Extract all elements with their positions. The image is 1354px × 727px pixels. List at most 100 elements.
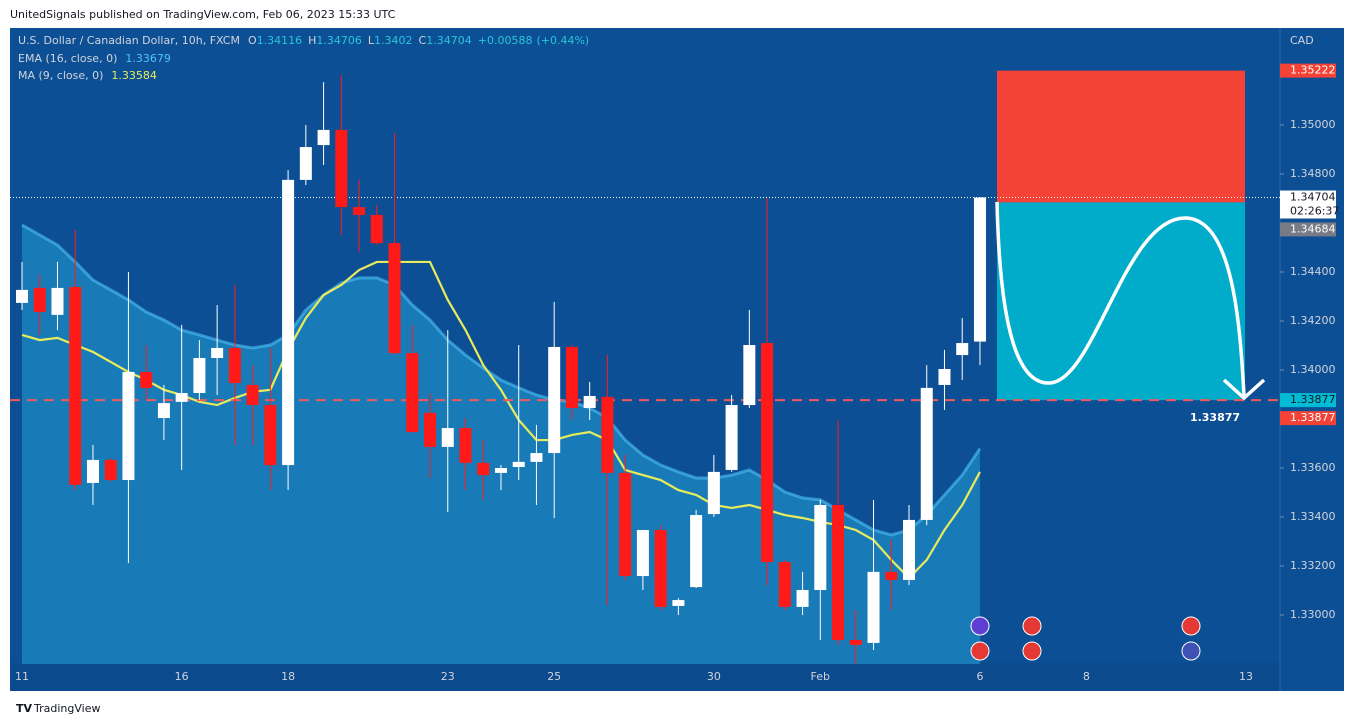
event-icon[interactable]: [1022, 616, 1042, 636]
candle-body: [370, 214, 383, 244]
candle-body: [565, 346, 578, 408]
entry-price-label-box: [1280, 222, 1336, 237]
candle-body: [33, 287, 46, 312]
y-tick-label: 1.34800: [1290, 167, 1336, 180]
last-price-box: [1280, 190, 1336, 219]
candle-body: [424, 412, 437, 447]
y-tick-label: 1.34400: [1290, 265, 1336, 278]
candle-body: [228, 347, 241, 383]
candle-body: [903, 519, 915, 580]
last-price-label: 1.34704: [1290, 191, 1336, 204]
candle-body: [707, 471, 720, 515]
candle-body: [778, 562, 791, 607]
event-icon[interactable]: [1022, 641, 1042, 661]
y-tick-label: 1.33200: [1290, 559, 1336, 572]
y-tick-label: 1.35000: [1290, 118, 1336, 131]
stop-zone: [997, 70, 1245, 203]
candle-body: [796, 590, 809, 607]
ema-area: [22, 224, 980, 664]
candle-body: [761, 343, 774, 563]
candle-body: [743, 345, 756, 406]
candle-body: [459, 428, 472, 463]
candle-body: [973, 197, 986, 342]
candle-body: [601, 396, 614, 473]
ohlc-value: 1.34706: [316, 34, 362, 47]
x-tick-label: 23: [441, 670, 455, 683]
change-value: +0.00588: [478, 34, 533, 47]
candle-body: [211, 347, 224, 358]
legend-symbol-line: U.S. Dollar / Canadian Dollar, 10h, FXCM…: [18, 34, 589, 47]
candle-body: [512, 461, 525, 468]
candle-body: [246, 384, 259, 406]
candle-body: [299, 147, 312, 180]
legend-entry: MA (9, close, 0) 1.33584: [18, 69, 157, 82]
target-line-label: 1.33877: [1290, 411, 1336, 424]
legend-name: EMA (16, close, 0): [18, 52, 117, 65]
candle-body: [956, 343, 969, 356]
candle-body: [282, 179, 295, 466]
candle-body: [388, 243, 401, 354]
candle-body: [335, 129, 348, 208]
legend-value: 1.33679: [125, 52, 171, 65]
candle-body: [140, 371, 153, 388]
published-line: UnitedSignals published on TradingView.c…: [10, 8, 396, 21]
ohlc-letter: O: [248, 34, 257, 47]
change-pct: (+0.44%): [536, 34, 589, 47]
ohlc-value: 1.3402: [374, 34, 413, 47]
candle-body: [654, 529, 667, 607]
candle-body: [406, 353, 419, 432]
legend-value: 1.33584: [111, 69, 157, 82]
candle-body: [938, 369, 951, 385]
x-tick-label: 25: [547, 670, 561, 683]
forecast-curve: [995, 201, 1246, 397]
x-tick-label: 16: [175, 670, 189, 683]
candle-body: [122, 371, 135, 481]
stop-price-label-box: [1280, 63, 1336, 78]
candle-body: [619, 472, 632, 577]
candle-body: [494, 468, 507, 473]
legend-entry: EMA (16, close, 0) 1.33679: [18, 52, 171, 65]
stop-price-label: 1.35222: [1290, 64, 1336, 77]
candle-body: [193, 357, 206, 394]
x-tick-label: 6: [976, 670, 983, 683]
candle-body: [814, 504, 827, 591]
candle-body: [867, 571, 880, 643]
target-zone: [997, 202, 1245, 401]
candle-body: [264, 405, 277, 466]
event-icon[interactable]: [970, 641, 990, 661]
event-icon[interactable]: [1181, 641, 1201, 661]
candle-body: [530, 453, 543, 462]
candle-body: [353, 207, 366, 215]
event-icons: [970, 616, 1201, 661]
y-tick-label: 1.34000: [1290, 363, 1336, 376]
legend-name: MA (9, close, 0): [18, 69, 103, 82]
event-icon[interactable]: [1181, 616, 1201, 636]
candle-body: [920, 387, 933, 520]
x-tick-label: 8: [1083, 670, 1090, 683]
footer-logo: 𝗧𝗩: [16, 702, 33, 715]
forecast-arrowhead: [1222, 378, 1266, 401]
candle-body: [16, 289, 28, 303]
y-tick-label: 1.33600: [1290, 461, 1336, 474]
candle-body: [583, 395, 596, 408]
y-tick-label: 1.33400: [1290, 510, 1336, 523]
candle-body: [849, 639, 862, 645]
target-price-label-box: [1280, 393, 1336, 408]
candle-body: [885, 571, 898, 580]
candle-body: [441, 428, 454, 447]
ohlc-value: 1.34704: [426, 34, 472, 47]
footer-brand: TradingView: [33, 702, 100, 715]
ohlc-letter: L: [368, 34, 375, 47]
target-price-label: 1.33877: [1290, 393, 1336, 406]
x-tick-label: Feb: [811, 670, 830, 683]
plot: [10, 70, 1280, 664]
x-tick-label: 30: [707, 670, 721, 683]
x-tick-label: 13: [1239, 670, 1253, 683]
candle-body: [51, 287, 64, 315]
y-tick-label: 1.34200: [1290, 314, 1336, 327]
x-tick-label: 11: [15, 670, 29, 683]
target-big-label: 1.33877: [1190, 411, 1240, 424]
event-icon[interactable]: [970, 616, 990, 636]
candle-body: [86, 459, 99, 483]
